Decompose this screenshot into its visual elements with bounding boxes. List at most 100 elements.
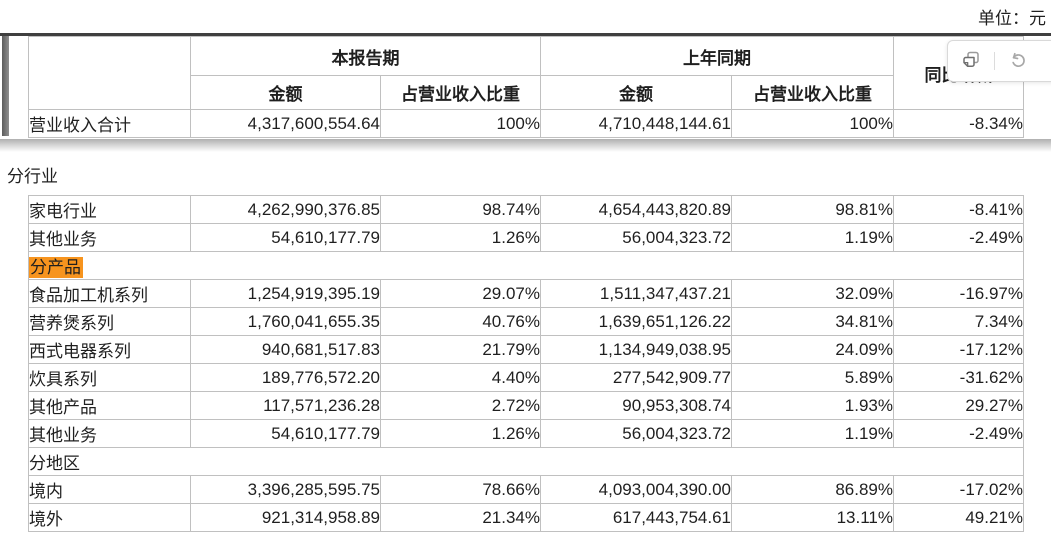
cell-current-share: 98.74% <box>380 195 541 224</box>
header-share-prior: 占营业收入比重 <box>731 75 894 110</box>
left-edge-bar <box>2 36 9 136</box>
cell-prior-amount: 4,654,443,820.89 <box>540 195 732 224</box>
cell-prior-amount: 56,004,323.72 <box>540 419 732 448</box>
row-label: 炊具系列 <box>28 363 191 392</box>
row-label: 其他业务 <box>28 419 191 448</box>
table-row: 食品加工机系列 1,254,919,395.19 29.07% 1,511,34… <box>28 279 1024 308</box>
cell-current-amount: 54,610,177.79 <box>190 419 381 448</box>
row-label: 境外 <box>28 503 191 532</box>
row-label: 食品加工机系列 <box>28 279 191 308</box>
cell-current-share: 40.76% <box>380 307 541 336</box>
cell-current-amount: 1,760,041,655.35 <box>190 307 381 336</box>
row-label: 其他产品 <box>28 391 191 420</box>
header-amount-current: 金额 <box>190 75 381 110</box>
cell-current-amount: 940,681,517.83 <box>190 335 381 364</box>
section-title-product-highlighted: 分产品 <box>29 257 83 278</box>
cell-prior-amount: 277,542,909.77 <box>540 363 732 392</box>
table-row: 西式电器系列 940,681,517.83 21.79% 1,134,949,0… <box>28 335 1024 364</box>
cell-current-share: 100% <box>380 109 541 138</box>
cell-yoy: -2.49% <box>893 419 1024 448</box>
cell-prior-amount: 4,710,448,144.61 <box>540 109 732 138</box>
revenue-breakdown-table: 家电行业 4,262,990,376.85 98.74% 4,654,443,8… <box>28 195 1024 532</box>
table-row: 境内 3,396,285,595.75 78.66% 4,093,004,390… <box>28 475 1024 504</box>
cell-current-amount: 921,314,958.89 <box>190 503 381 532</box>
cell-current-amount: 117,571,236.28 <box>190 391 381 420</box>
cell-current-amount: 4,317,600,554.64 <box>190 109 381 138</box>
cell-prior-amount: 56,004,323.72 <box>540 223 732 252</box>
cell-current-amount: 1,254,919,395.19 <box>190 279 381 308</box>
header-amount-prior: 金额 <box>540 75 732 110</box>
cell-current-amount: 3,396,285,595.75 <box>190 475 381 504</box>
cell-prior-amount: 617,443,754.61 <box>540 503 732 532</box>
copy-button[interactable] <box>948 42 994 80</box>
cell-prior-share: 1.93% <box>731 391 894 420</box>
table-row: 境外 921,314,958.89 21.34% 617,443,754.61 … <box>28 503 1024 532</box>
cell-yoy: 29.27% <box>893 391 1024 420</box>
cell-prior-share: 34.81% <box>731 307 894 336</box>
cell-yoy: 7.34% <box>893 307 1024 336</box>
cell-current-share: 78.66% <box>380 475 541 504</box>
header-current-period: 本报告期 <box>190 36 541 76</box>
row-label: 境内 <box>28 475 191 504</box>
cell-yoy: -2.49% <box>893 223 1024 252</box>
table-top-rule <box>0 33 1051 36</box>
frozen-header-shadow <box>0 139 1051 152</box>
cell-prior-share: 86.89% <box>731 475 894 504</box>
cell-yoy: 49.21% <box>893 503 1024 532</box>
table-row: 营业收入合计 4,317,600,554.64 100% 4,710,448,1… <box>28 109 1024 138</box>
cell-prior-amount: 1,134,949,038.95 <box>540 335 732 364</box>
cell-current-share: 1.26% <box>380 419 541 448</box>
cell-yoy: -17.02% <box>893 475 1024 504</box>
table-row: 炊具系列 189,776,572.20 4.40% 277,542,909.77… <box>28 363 1024 392</box>
cell-prior-share: 100% <box>731 109 894 138</box>
cell-current-share: 21.79% <box>380 335 541 364</box>
row-label: 其他业务 <box>28 223 191 252</box>
table-row: 家电行业 4,262,990,376.85 98.74% 4,654,443,8… <box>28 195 1024 224</box>
copy-icon <box>960 49 982 74</box>
cell-current-share: 1.26% <box>380 223 541 252</box>
section-title-region: 分地区 <box>28 447 1024 476</box>
corner-blank-cell <box>28 36 191 110</box>
cell-current-share: 4.40% <box>380 363 541 392</box>
section-title-industry: 分行业 <box>7 167 58 186</box>
table-row: 营养煲系列 1,760,041,655.35 40.76% 1,639,651,… <box>28 307 1024 336</box>
table-row: 其他产品 117,571,236.28 2.72% 90,953,308.74 … <box>28 391 1024 420</box>
cell-prior-share: 5.89% <box>731 363 894 392</box>
cell-prior-share: 32.09% <box>731 279 894 308</box>
cell-yoy: -8.34% <box>893 109 1024 138</box>
cell-prior-share: 13.11% <box>731 503 894 532</box>
table-row: 其他业务 54,610,177.79 1.26% 56,004,323.72 1… <box>28 223 1024 252</box>
cell-current-amount: 189,776,572.20 <box>190 363 381 392</box>
cell-prior-amount: 1,511,347,437.21 <box>540 279 732 308</box>
cell-current-share: 29.07% <box>380 279 541 308</box>
cell-yoy: -16.97% <box>893 279 1024 308</box>
undo-button[interactable] <box>995 42 1041 80</box>
cell-yoy: -31.62% <box>893 363 1024 392</box>
cell-prior-share: 1.19% <box>731 223 894 252</box>
cell-prior-share: 98.81% <box>731 195 894 224</box>
toolbar-divider <box>994 52 995 70</box>
cell-current-share: 21.34% <box>380 503 541 532</box>
row-label: 营养煲系列 <box>28 307 191 336</box>
row-label: 营业收入合计 <box>28 109 191 138</box>
unit-label: 单位：元 <box>978 9 1046 28</box>
cell-prior-share: 24.09% <box>731 335 894 364</box>
cell-prior-share: 1.19% <box>731 419 894 448</box>
row-label: 西式电器系列 <box>28 335 191 364</box>
section-row-region: 分地区 <box>28 447 1024 476</box>
cell-yoy: -17.12% <box>893 335 1024 364</box>
table-actions-toolbar <box>947 40 1051 82</box>
header-share-current: 占营业收入比重 <box>380 75 541 110</box>
table-row: 其他业务 54,610,177.79 1.26% 56,004,323.72 1… <box>28 419 1024 448</box>
undo-icon <box>1007 49 1029 74</box>
row-label: 家电行业 <box>28 195 191 224</box>
header-prior-period: 上年同期 <box>540 36 894 76</box>
section-row-product: 分产品 <box>28 251 1024 280</box>
cell-current-amount: 4,262,990,376.85 <box>190 195 381 224</box>
cell-current-amount: 54,610,177.79 <box>190 223 381 252</box>
cell-prior-amount: 4,093,004,390.00 <box>540 475 732 504</box>
cell-prior-amount: 1,639,651,126.22 <box>540 307 732 336</box>
section-cell: 分产品 <box>28 251 1024 280</box>
cell-yoy: -8.41% <box>893 195 1024 224</box>
cell-current-share: 2.72% <box>380 391 541 420</box>
